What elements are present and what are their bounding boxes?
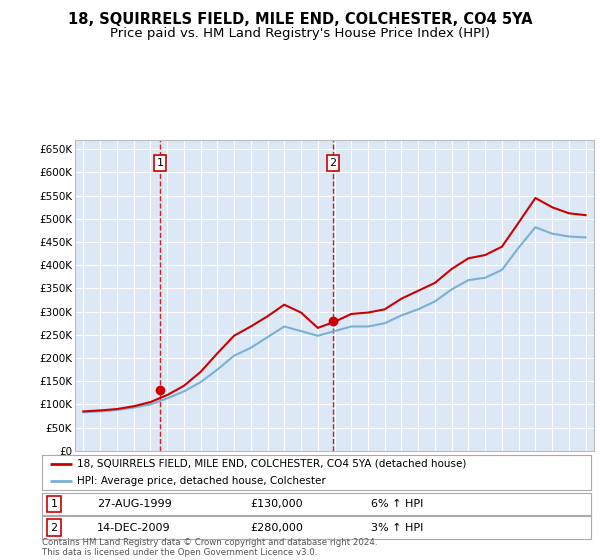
Text: 27-AUG-1999: 27-AUG-1999 [97, 499, 172, 509]
Text: Price paid vs. HM Land Registry's House Price Index (HPI): Price paid vs. HM Land Registry's House … [110, 27, 490, 40]
Text: 1: 1 [157, 158, 164, 168]
Text: 6% ↑ HPI: 6% ↑ HPI [371, 499, 424, 509]
Text: £130,000: £130,000 [251, 499, 303, 509]
Text: 2: 2 [329, 158, 337, 168]
Text: HPI: Average price, detached house, Colchester: HPI: Average price, detached house, Colc… [77, 476, 325, 486]
Text: 1: 1 [50, 499, 58, 509]
Text: 18, SQUIRRELS FIELD, MILE END, COLCHESTER, CO4 5YA: 18, SQUIRRELS FIELD, MILE END, COLCHESTE… [68, 12, 532, 27]
Text: 18, SQUIRRELS FIELD, MILE END, COLCHESTER, CO4 5YA (detached house): 18, SQUIRRELS FIELD, MILE END, COLCHESTE… [77, 459, 466, 469]
Text: Contains HM Land Registry data © Crown copyright and database right 2024.
This d: Contains HM Land Registry data © Crown c… [42, 538, 377, 557]
Text: 3% ↑ HPI: 3% ↑ HPI [371, 522, 424, 533]
Text: £280,000: £280,000 [251, 522, 304, 533]
Text: 14-DEC-2009: 14-DEC-2009 [97, 522, 170, 533]
Text: 2: 2 [50, 522, 58, 533]
